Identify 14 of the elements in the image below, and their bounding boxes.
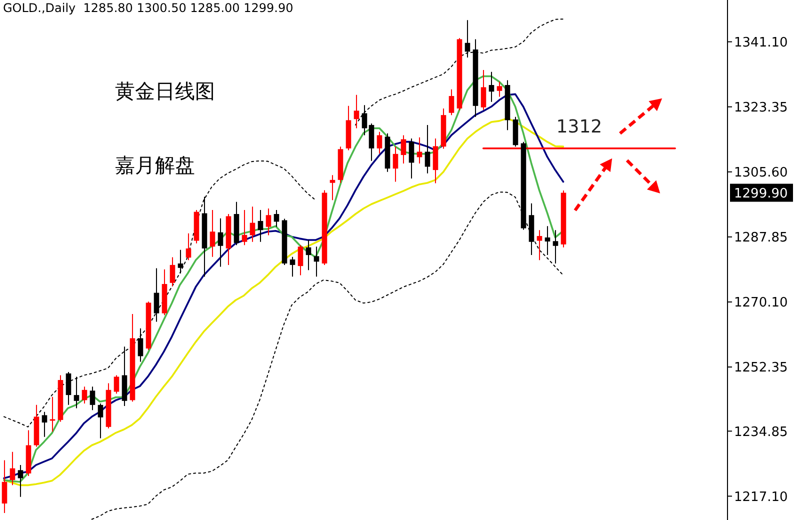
price-tag: 1299.90 [730,184,793,202]
y-tick-label: 1305.60 [734,166,788,181]
y-tick-label: 1287.85 [734,230,788,246]
subtitle: GOLD.,Daily 1285.80 1300.50 1285.00 1299.90 [3,1,294,15]
y-tick-label: 1323.35 [734,100,788,116]
y-tick-label: 1217.10 [734,490,788,505]
y-tick-label: 1252.35 [734,360,788,376]
title: 黄金日线图 [115,79,215,103]
annotation: 嘉月解盘 [115,153,195,177]
series-name: 1312 [556,116,602,138]
y-tick-label: 1299.90 [734,186,788,202]
y-tick-label: 1234.85 [734,424,788,440]
y-tick-label: 1270.10 [734,296,788,311]
y-tick-label: 1341.10 [734,35,788,50]
